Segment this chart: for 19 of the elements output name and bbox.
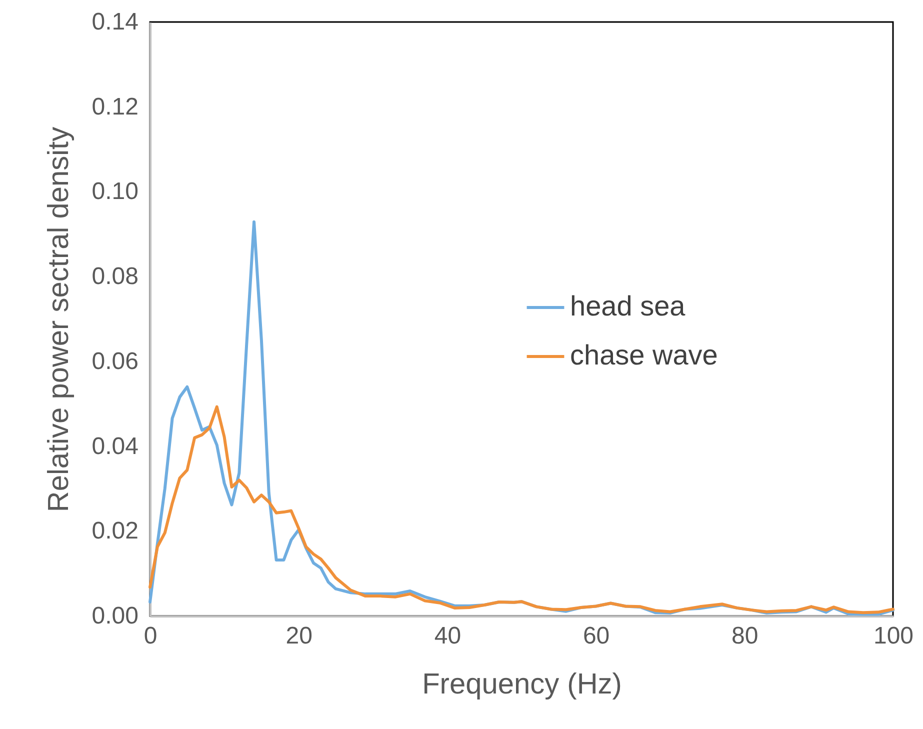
x-tick-label: 80 (732, 622, 758, 650)
y-tick-label: 0.08 (92, 263, 138, 290)
y-tick-label: 0.14 (92, 8, 138, 36)
y-tick-label: 0.12 (92, 93, 138, 120)
legend-label: chase wave (570, 340, 718, 370)
y-tick-label: 0.00 (92, 602, 138, 630)
x-tick-label: 0 (144, 622, 158, 650)
y-axis-title: Relative power sectral density (42, 126, 75, 512)
y-tick-label: 0.10 (92, 178, 138, 206)
x-tick-label: 60 (582, 622, 610, 650)
y-tick-label: 0.06 (92, 348, 138, 375)
x-tick-label: 100 (873, 622, 914, 650)
y-tick-label: 0.02 (92, 518, 138, 545)
y-tick-label: 0.04 (92, 432, 138, 460)
line-series (148, 405, 894, 614)
x-tick-label: 20 (286, 622, 312, 650)
x-tick-label: 40 (434, 622, 462, 650)
legend-label: head sea (570, 290, 686, 322)
x-axis-title: Frequency (Hz) (422, 668, 622, 700)
